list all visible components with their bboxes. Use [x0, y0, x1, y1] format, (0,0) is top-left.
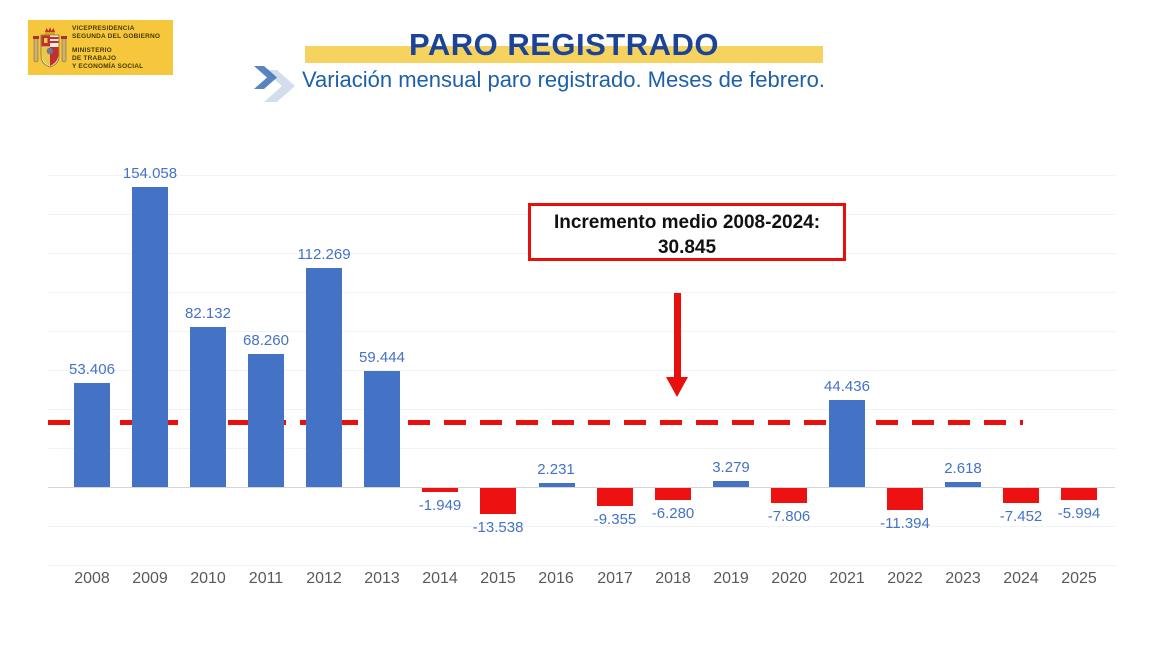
bar-value-label-2011: 68.260 [225, 332, 307, 349]
bar-2013 [364, 371, 400, 487]
slide: VICEPRESIDENCIA SEGUNDA DEL GOBIERNO MIN… [0, 0, 1170, 658]
bar-2011 [248, 354, 284, 487]
bar-2017 [597, 488, 633, 506]
bar-value-label-2013: 59.444 [341, 349, 423, 366]
annotation-text-line2: 30.845 [531, 235, 843, 260]
annotation-text-line1: Incremento medio 2008-2024: [531, 210, 843, 235]
bar-2010 [190, 327, 226, 487]
bar-chart: 53.4062008154.058200982.132201068.260201… [0, 0, 1170, 658]
average-annotation-box: Incremento medio 2008-2024: 30.845 [528, 203, 846, 261]
gridline [48, 292, 1115, 293]
bar-2024 [1003, 488, 1039, 503]
bar-value-label-2014: -1.949 [399, 497, 481, 514]
down-arrow-icon [674, 293, 681, 377]
bar-2023 [945, 482, 981, 487]
down-arrow-head-icon [666, 377, 688, 397]
gridline [48, 565, 1115, 566]
page-title: PARO REGISTRADO [305, 27, 823, 63]
chart-subtitle: Variación mensual paro registrado. Meses… [302, 67, 825, 93]
bar-value-label-2025: -5.994 [1038, 505, 1120, 522]
bar-value-label-2021: 44.436 [806, 378, 888, 395]
chevron-right-icon [252, 66, 300, 109]
gridline [48, 175, 1115, 176]
bar-value-label-2015: -13.538 [457, 519, 539, 536]
bar-value-label-2010: 82.132 [167, 305, 249, 322]
bar-value-label-2022: -11.394 [864, 515, 946, 532]
bar-value-label-2016: 2.231 [515, 461, 597, 478]
bar-2021 [829, 400, 865, 487]
x-axis-line [48, 487, 1115, 488]
bar-2019 [713, 481, 749, 487]
bar-value-label-2019: 3.279 [690, 459, 772, 476]
bar-2008 [74, 383, 110, 487]
bar-2018 [655, 488, 691, 500]
bar-2020 [771, 488, 807, 503]
bar-2025 [1061, 488, 1097, 500]
bar-value-label-2018: -6.280 [632, 505, 714, 522]
bar-2016 [539, 483, 575, 487]
bar-2014 [422, 488, 458, 492]
year-label-2025: 2025 [1045, 570, 1113, 588]
bar-value-label-2009: 154.058 [109, 165, 191, 182]
bar-value-label-2020: -7.806 [748, 508, 830, 525]
bar-value-label-2023: 2.618 [922, 460, 1004, 477]
bar-2009 [132, 187, 168, 487]
bar-value-label-2012: 112.269 [283, 246, 365, 263]
bar-2015 [480, 488, 516, 514]
bar-2012 [306, 268, 342, 487]
bar-2022 [887, 488, 923, 510]
year-label-2016: 2016 [522, 570, 590, 588]
bar-value-label-2008: 53.406 [51, 361, 133, 378]
